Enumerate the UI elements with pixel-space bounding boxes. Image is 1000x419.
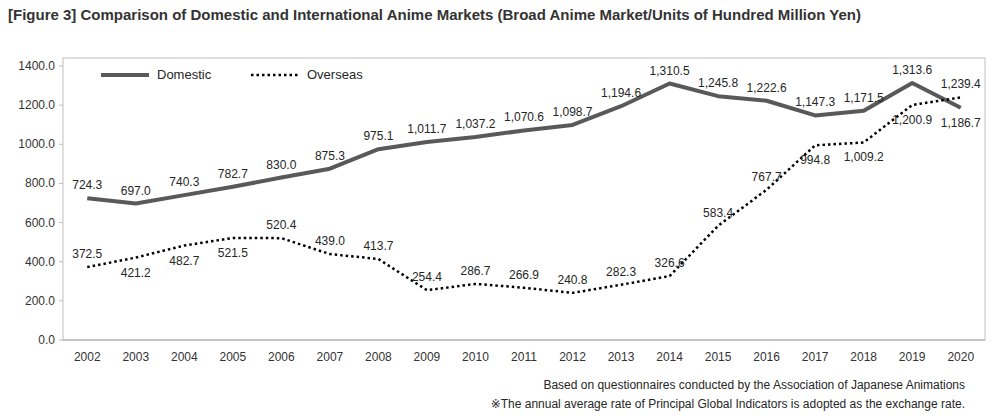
data-label: 439.0 [315,234,345,248]
x-tick-label: 2018 [850,350,877,364]
data-label: 1,098.7 [553,105,593,119]
y-tick-label: 0.0 [38,333,55,347]
chart: [Figure 3] Comparison of Domestic and In… [0,0,1000,419]
data-label: 697.0 [121,184,151,198]
x-tick-label: 2011 [511,350,537,364]
x-tick-label: 2002 [74,350,101,364]
data-label: 1,070.6 [504,110,544,124]
data-label: 994.8 [800,153,830,167]
data-label: 1,245.8 [698,76,738,90]
x-tick-label: 2020 [947,350,974,364]
legend-swatch [251,74,299,77]
data-label: 1,239.4 [941,77,981,91]
data-label: 1,186.7 [941,116,981,130]
title: [Figure 3] Comparison of Domestic and In… [8,6,861,23]
x-tick-label: 2017 [802,350,829,364]
data-label: 1,147.3 [795,95,835,109]
y-tick-label: 600.0 [25,216,55,230]
data-label: 421.2 [121,266,151,280]
data-label: 482.7 [169,254,199,268]
plot-frame [63,58,985,340]
y-axis: 0.0 200.0 400.0 600.0 800.0 1000.0 1200.0 1400.… [18,59,63,347]
y-tick [59,340,63,341]
data-label: 740.3 [169,175,199,189]
legend-swatch [101,73,149,77]
data-label: 1,310.5 [650,64,690,78]
y-tick [59,144,63,145]
data-label: 1,222.6 [747,81,787,95]
y-tick [59,183,63,184]
x-tick-label: 2015 [705,350,732,364]
x-tick-label: 2016 [753,350,780,364]
data-label: 266.9 [509,268,539,282]
data-label: 782.7 [218,167,248,181]
x-tick-label: 2007 [317,350,344,364]
x-tick-label: 2008 [365,350,392,364]
data-labels: 724.3 697.0 740.3 782.7 830.0 875.3 975.1 1,011… [72,63,981,287]
data-label: 724.3 [72,178,102,192]
y-tick-label: 400.0 [25,255,55,269]
legend-label: Overseas [307,67,363,82]
data-label: 1,037.2 [455,117,495,131]
footnote: ※The annual average rate of Principal Gl… [491,397,965,411]
data-label: 767.7 [752,170,782,184]
page: {"chart_data": { "type": "line", "title"… [0,0,1000,419]
x-tick-label: 2003 [122,350,149,364]
y-tick-label: 1200.0 [18,98,55,112]
y-tick-label: 800.0 [25,176,55,190]
y-tick-label: 1400.0 [18,59,55,73]
y-tick [59,66,63,67]
data-label: 520.4 [266,218,296,232]
data-label: 1,011.7 [407,122,446,136]
x-tick-label: 2012 [559,350,586,364]
data-label: 372.5 [72,247,102,261]
data-label: 1,194.6 [601,86,641,100]
y-tick-label: 200.0 [25,294,55,308]
y-tick-label: 1000.0 [18,137,55,151]
data-label: 583.4 [703,206,733,220]
lines [87,83,960,293]
data-label: 240.8 [558,273,588,287]
y-tick [59,300,63,301]
x-tick-label: 2005 [219,350,246,364]
x-tick-label: 2014 [656,350,683,364]
data-label: 975.1 [363,129,393,143]
data-label: 875.3 [315,149,345,163]
x-tick-label: 2009 [414,350,441,364]
legend-label: Domestic [157,67,212,82]
x-tick-label: 2004 [171,350,198,364]
x-axis: 2002 2003 2004 2005 2006 2007 2008 2009 2010 2011… [63,340,985,364]
data-label: 1,171.5 [844,91,884,105]
data-label: 326.6 [655,256,685,270]
legend: Domestic Overseas [101,67,363,82]
data-label: 1,200.9 [892,113,932,127]
data-label: 1,009.2 [844,150,884,164]
x-tick-label: 2019 [899,350,926,364]
data-label: 413.7 [363,239,393,253]
x-axis-line [63,340,985,341]
series-line [87,97,960,292]
x-tick-label: 2013 [608,350,635,364]
data-label: 521.5 [218,246,248,260]
y-tick [59,222,63,223]
x-tick-label: 2006 [268,350,295,364]
y-tick [59,261,63,262]
y-tick [59,105,63,106]
data-label: 254.4 [412,270,442,284]
data-label: 282.3 [606,265,636,279]
data-label: 830.0 [266,158,296,172]
footnote: Based on questionnaires conducted by the… [543,378,965,392]
data-label: 1,313.6 [892,63,932,77]
x-tick-label: 2010 [462,350,489,364]
data-label: 286.7 [460,264,490,278]
